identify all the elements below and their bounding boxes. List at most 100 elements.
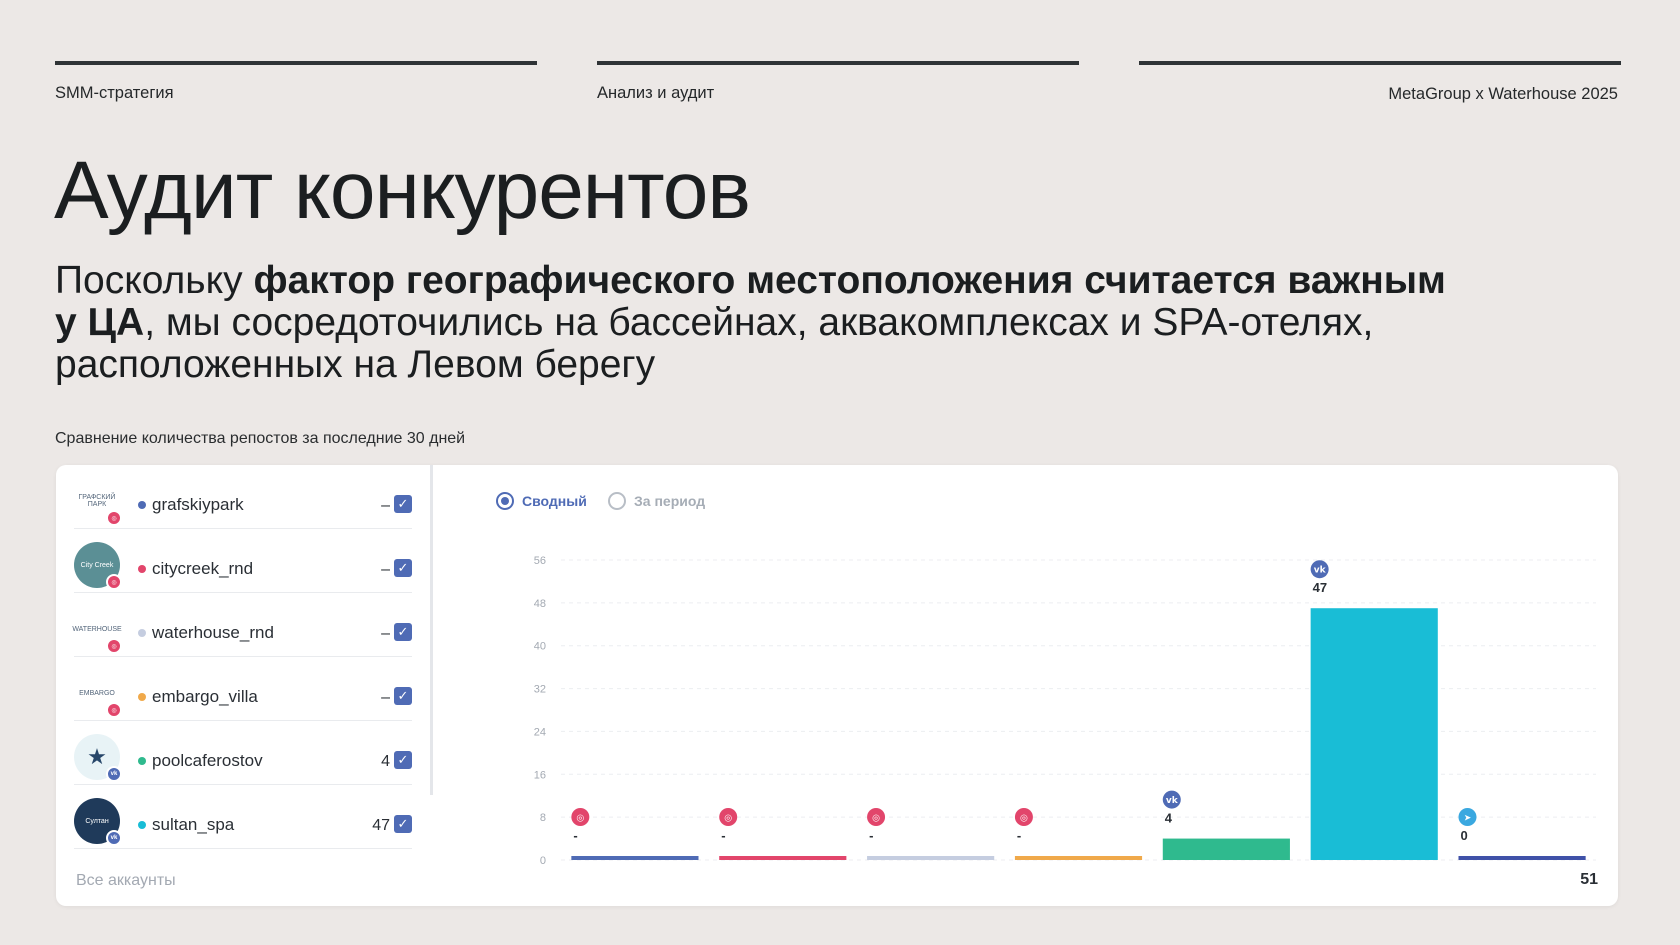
- page-title: Аудит конкурентов: [54, 145, 751, 236]
- chart-caption: Сравнение количества репостов за последн…: [55, 430, 466, 447]
- instagram-icon: ◎: [106, 510, 122, 526]
- instagram-icon: [571, 808, 590, 826]
- bar-poolcaferostov[interactable]: [1162, 838, 1290, 860]
- y-tick-label: 8: [540, 812, 546, 824]
- header-section: SMM-стратегия: [55, 84, 174, 102]
- instagram-icon: [867, 808, 886, 826]
- avatar-text: EMBARGO: [79, 689, 115, 697]
- summary-view-radio[interactable]: Сводный: [496, 492, 587, 510]
- account-avatar: City Creek ◎: [74, 542, 122, 590]
- telegram-glyph: ➤: [1464, 814, 1472, 824]
- all-accounts-total: 51: [1580, 871, 1598, 888]
- avatar-text: Султан: [85, 817, 109, 825]
- bar-grafskiypark[interactable]: [571, 856, 699, 860]
- header-rule-center: [597, 61, 1079, 65]
- account-reposts-value: –: [381, 561, 390, 578]
- account-reposts-value: –: [381, 625, 390, 642]
- bar-embargo_villa[interactable]: [1014, 856, 1143, 860]
- account-name: waterhouse_rnd: [152, 623, 274, 642]
- header-rule-left: [55, 61, 537, 65]
- account-checkbox[interactable]: ✓: [394, 559, 412, 577]
- vk-icon: [1162, 790, 1181, 809]
- account-row[interactable]: City Creek ◎ citycreek_rnd – ✓: [74, 529, 412, 593]
- series-color-dot: [138, 693, 146, 701]
- account-name: embargo_villa: [152, 687, 258, 706]
- avatar-text: WATERHOUSE: [72, 625, 122, 633]
- bar-citycreek_rnd[interactable]: [719, 856, 847, 860]
- bar-value-label: 4: [1165, 811, 1173, 826]
- instagram-icon: ◎: [106, 574, 122, 590]
- instagram-icon: [1014, 808, 1033, 826]
- account-row[interactable]: EMBARGO ◎ embargo_villa – ✓: [74, 657, 412, 721]
- instagram-glyph: ◎: [872, 814, 880, 824]
- bar-value-label: -: [721, 828, 725, 843]
- list-scrollbar[interactable]: [430, 465, 433, 795]
- subtitle-intro: Поскольку: [55, 259, 254, 302]
- period-view-label: За период: [634, 493, 706, 509]
- account-avatar: ГРАФСКИЙ ПАРК ◎: [74, 478, 122, 526]
- y-tick-label: 0: [540, 855, 546, 867]
- summary-view-label: Сводный: [522, 493, 587, 509]
- bar-value-label: -: [573, 828, 577, 843]
- y-tick-label: 32: [534, 684, 546, 696]
- vk-glyph: vk: [1166, 796, 1179, 806]
- vk-glyph: vk: [1314, 566, 1327, 576]
- vk-icon: vk: [106, 766, 122, 782]
- series-color-dot: [138, 757, 146, 765]
- bar-value-label: 47: [1313, 580, 1327, 595]
- account-checkbox[interactable]: ✓: [394, 751, 412, 769]
- accounts-list: ГРАФСКИЙ ПАРК ◎ grafskiypark – ✓ City Creek ◎ c…: [56, 465, 432, 906]
- series-color-dot: [138, 821, 146, 829]
- account-row[interactable]: ГРАФСКИЙ ПАРК ◎ grafskiypark – ✓: [74, 465, 412, 529]
- bar-telegram[interactable]: [1458, 856, 1586, 860]
- bar-waterhouse_rnd[interactable]: [867, 856, 995, 860]
- y-tick-label: 56: [534, 555, 546, 567]
- account-name: poolcaferostov: [152, 751, 263, 770]
- account-avatar: ★ vk: [74, 734, 122, 782]
- y-tick-label: 40: [534, 641, 546, 653]
- bar-value-label: -: [869, 828, 873, 843]
- account-avatar: EMBARGO ◎: [74, 670, 122, 718]
- account-checkbox[interactable]: ✓: [394, 687, 412, 705]
- account-name: sultan_spa: [152, 815, 235, 834]
- instagram-icon: [719, 808, 738, 826]
- vk-icon: [1310, 560, 1329, 579]
- header-subsection: Анализ и аудит: [597, 84, 715, 102]
- account-checkbox[interactable]: ✓: [394, 815, 412, 833]
- radio-empty-icon: [608, 492, 626, 510]
- bar-sultan_spa[interactable]: [1310, 608, 1438, 860]
- page-subtitle: Поскольку фактор географического местопо…: [55, 260, 1455, 386]
- y-tick-label: 48: [534, 598, 546, 610]
- bar-value-label: 0: [1460, 828, 1467, 843]
- subtitle-emphasis: фактор географического местоположения сч…: [55, 259, 1446, 344]
- account-checkbox[interactable]: ✓: [394, 623, 412, 641]
- series-color-dot: [138, 501, 146, 509]
- account-reposts-value: 4: [381, 753, 390, 770]
- account-row[interactable]: Султан vk sultan_spa 47 ✓: [74, 785, 412, 849]
- instagram-glyph: ◎: [576, 814, 584, 824]
- account-row[interactable]: WATERHOUSE ◎ waterhouse_rnd – ✓: [72, 593, 412, 657]
- avatar-text: ★: [87, 744, 107, 769]
- reposts-bar-chart: 0 8 16 24 32 40 48 56 - ◎ - ◎ - ◎ - ◎ 4 vk 47 vk 0 ➤: [534, 555, 1596, 867]
- series-color-dot: [138, 629, 146, 637]
- y-tick-label: 16: [534, 769, 546, 781]
- y-tick-label: 24: [534, 726, 546, 738]
- account-checkbox[interactable]: ✓: [394, 495, 412, 513]
- bar-value-label: -: [1017, 828, 1021, 843]
- account-avatar: WATERHOUSE ◎: [72, 606, 122, 654]
- vk-icon: vk: [106, 830, 122, 846]
- instagram-glyph: ◎: [1020, 814, 1028, 824]
- all-accounts-label: Все аккаунты: [76, 872, 176, 889]
- analytics-card: ГРАФСКИЙ ПАРК ◎ grafskiypark – ✓ City Creek ◎ c…: [56, 465, 1618, 906]
- radio-selected-icon: [496, 492, 514, 510]
- instagram-icon: ◎: [106, 638, 122, 654]
- telegram-icon: [1458, 808, 1477, 826]
- account-reposts-value: 47: [372, 817, 390, 834]
- account-row[interactable]: ★ vk poolcaferostov 4 ✓: [74, 721, 412, 785]
- instagram-icon: ◎: [106, 702, 122, 718]
- account-reposts-value: –: [381, 497, 390, 514]
- avatar-text: City Creek: [80, 561, 114, 569]
- avatar-text: ГРАФСКИЙ ПАРК: [78, 494, 116, 508]
- period-view-radio[interactable]: За период: [608, 492, 705, 510]
- account-name: citycreek_rnd: [152, 559, 254, 578]
